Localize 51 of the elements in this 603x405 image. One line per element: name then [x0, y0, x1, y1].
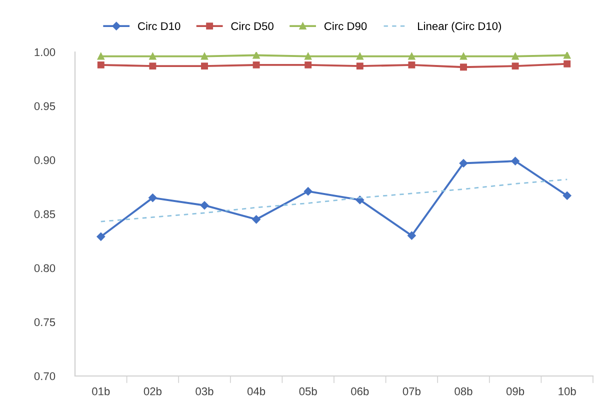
point	[511, 156, 520, 166]
point	[512, 52, 519, 60]
x-tick-label: 03b	[196, 387, 214, 396]
point	[512, 62, 519, 70]
point	[356, 62, 364, 70]
point	[564, 60, 571, 68]
point	[460, 64, 467, 71]
point	[149, 52, 156, 60]
point	[252, 52, 260, 59]
point	[148, 194, 157, 202]
point	[408, 52, 416, 60]
legend-label: Circ D50	[231, 22, 274, 30]
x-tick-label: 07b	[402, 387, 421, 396]
y-tick-label: 0.90	[34, 156, 56, 164]
point	[459, 159, 468, 168]
y-tick-label: 0.70	[34, 372, 56, 380]
point	[304, 187, 312, 196]
point	[201, 52, 208, 60]
point	[200, 201, 209, 210]
y-tick-label: 0.75	[34, 318, 56, 326]
x-tick-label: 08b	[454, 387, 472, 396]
point	[304, 61, 312, 68]
point	[96, 232, 106, 241]
line-series	[100, 178, 568, 222]
x-tick-label: 09b	[506, 387, 524, 396]
legend-label: Circ D90	[324, 22, 367, 30]
point	[97, 61, 104, 68]
point	[356, 52, 364, 60]
x-tick-label: 02b	[144, 387, 162, 396]
x-tick-label: 01b	[92, 387, 110, 396]
legend-label: Circ D10	[138, 22, 180, 30]
x-tick-label: 10b	[558, 387, 576, 396]
point	[252, 61, 260, 68]
point	[97, 52, 104, 60]
point	[562, 192, 572, 200]
x-tick-label: 06b	[351, 387, 369, 396]
legend-label: Linear (Circ D10)	[418, 22, 502, 32]
point	[304, 52, 312, 60]
point	[149, 62, 156, 70]
y-tick-label: 0.80	[34, 264, 56, 272]
y-tick-label: 0.85	[34, 210, 56, 218]
point	[408, 231, 416, 240]
y-tick-label: 0.95	[34, 102, 56, 110]
x-tick-label: 05b	[299, 387, 317, 396]
x-tick-label: 04b	[247, 387, 266, 396]
point	[460, 52, 467, 60]
point	[201, 62, 208, 70]
point	[564, 52, 571, 59]
point	[408, 61, 416, 68]
y-tick-label: 1.00	[34, 48, 56, 56]
point	[252, 215, 260, 224]
